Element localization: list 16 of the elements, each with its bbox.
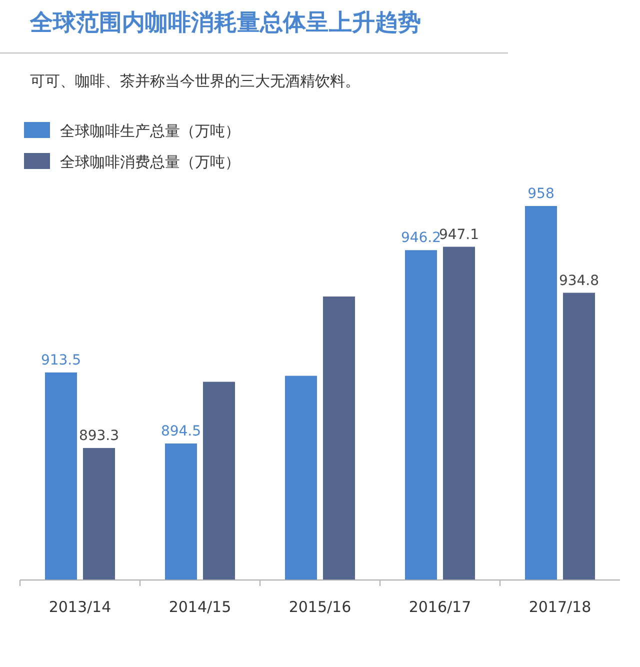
label: 893.3 bbox=[78, 428, 120, 444]
xtick: 2017/18 bbox=[528, 598, 592, 616]
label: 947.1 bbox=[438, 226, 480, 243]
xtick: 2014/15 bbox=[168, 598, 232, 616]
label: 946.2 bbox=[400, 230, 442, 246]
title: 全球范围内咖啡消耗量总体呈上升趋势 bbox=[30, 9, 421, 36]
subtitle: 可可、咖啡、茶并称当今世界的三大无酒精饮料。 bbox=[30, 72, 360, 90]
label: 958 bbox=[528, 186, 554, 202]
legend: 全球咖啡生产总量（万吨） bbox=[60, 122, 240, 140]
xtick: 2015/16 bbox=[288, 598, 352, 616]
xtick: 2016/17 bbox=[408, 598, 472, 616]
xtick: 2013/14 bbox=[48, 598, 112, 616]
label: 894.5 bbox=[160, 424, 202, 440]
legend: 全球咖啡消费总量（万吨） bbox=[60, 153, 240, 171]
label: 934.8 bbox=[558, 272, 600, 289]
label: 913.5 bbox=[40, 352, 82, 368]
